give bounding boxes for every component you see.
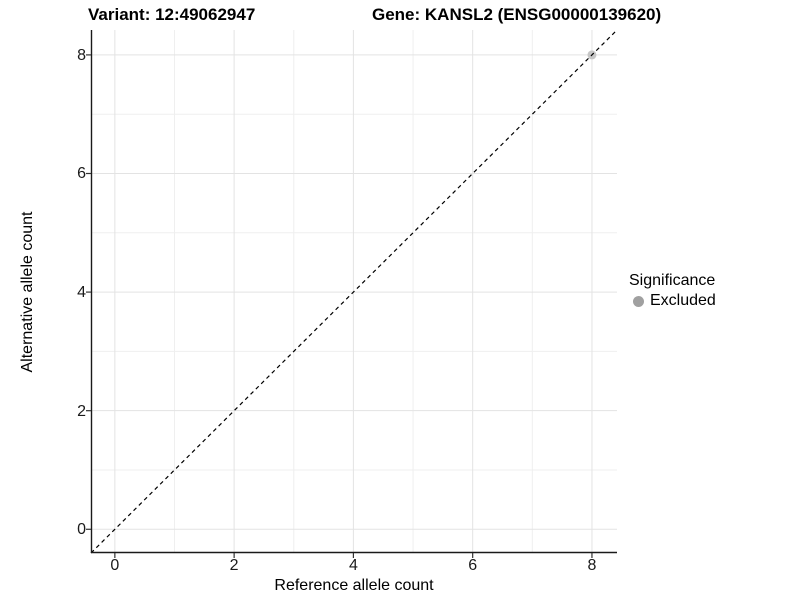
- x-tick-label: 0: [110, 557, 120, 574]
- y-tick-label: 8: [77, 46, 86, 64]
- y-tick-label: 4: [77, 284, 86, 302]
- x-axis-label: Reference allele count: [274, 577, 434, 594]
- y-tick-label: 2: [77, 402, 86, 420]
- legend-dot-icon: [633, 295, 644, 307]
- legend: Significance Excluded: [629, 271, 716, 310]
- plot-panel: [86, 29, 618, 558]
- identity-line: [90, 29, 618, 554]
- y-tick-label: 0: [77, 521, 86, 539]
- y-tick-label: 6: [77, 165, 86, 183]
- y-axis-label: Alternative allele count: [19, 211, 36, 373]
- legend-items: Excluded: [629, 292, 716, 310]
- x-tick-label: 8: [587, 557, 597, 574]
- y-tick-labels: 0 2 4 6 8: [56, 30, 86, 553]
- variant-title: Variant: 12:49062947: [88, 5, 256, 24]
- gene-title: Gene: KANSL2 (ENSG00000139620): [372, 5, 662, 24]
- x-tick-labels: 0 2 4 6 8: [91, 557, 617, 575]
- legend-title: Significance: [629, 272, 716, 289]
- x-tick-label: 4: [348, 557, 358, 574]
- legend-item-label: Excluded: [650, 292, 716, 309]
- x-tick-label: 6: [468, 557, 478, 574]
- x-tick-label: 2: [229, 557, 239, 574]
- legend-item: Excluded: [629, 292, 716, 310]
